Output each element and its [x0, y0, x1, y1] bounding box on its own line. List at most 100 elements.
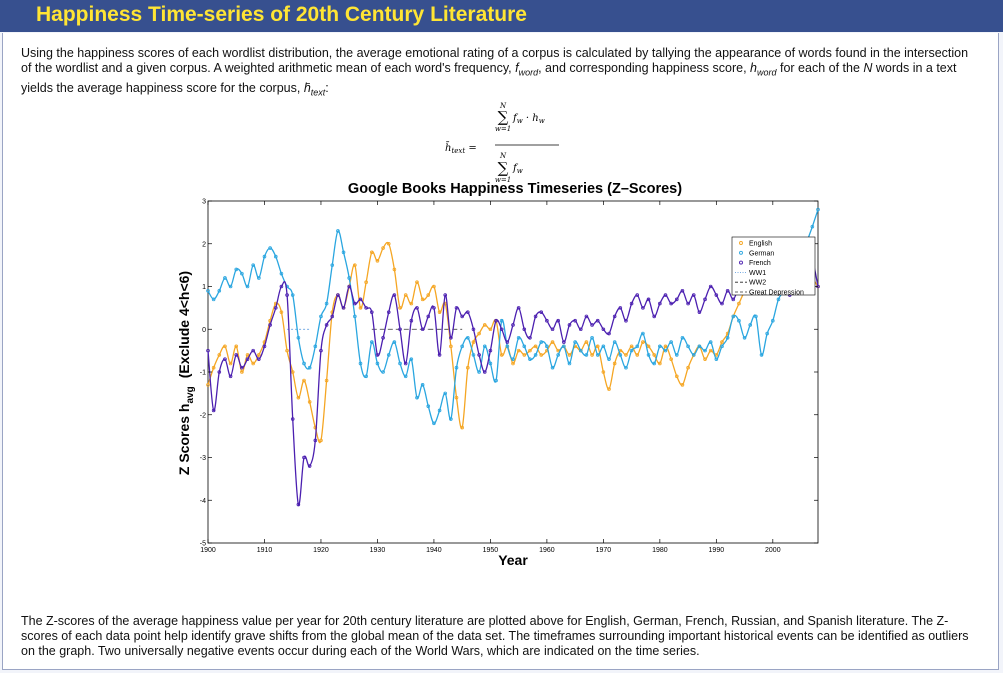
data-point-english: [285, 348, 289, 353]
data-point-german: [697, 344, 702, 349]
data-point-german: [466, 335, 470, 340]
data-point-english: [703, 357, 707, 361]
data-point-german: [223, 276, 227, 280]
data-point-french: [562, 340, 566, 344]
data-point-german: [369, 340, 374, 344]
data-point-german: [358, 361, 363, 366]
data-point-german: [539, 340, 544, 344]
data-point-german: [737, 318, 741, 323]
data-point-german: [330, 263, 335, 267]
data-point-german: [245, 284, 250, 289]
legend-label: Great Depression: [749, 290, 804, 297]
data-point-english: [635, 353, 640, 357]
data-point-german: [273, 254, 278, 259]
data-point-english: [206, 383, 210, 387]
data-point-german: [262, 254, 267, 259]
data-point-french: [528, 335, 532, 340]
data-point-french: [646, 297, 651, 302]
data-point-english: [223, 344, 227, 349]
data-point-english: [228, 361, 233, 366]
data-point-german: [595, 353, 600, 357]
content-card: Using the happiness scores of each wordl…: [2, 33, 999, 670]
data-point-german: [816, 207, 820, 212]
data-point-french: [511, 323, 515, 327]
series-line-french: [207, 259, 819, 506]
data-point-english: [595, 344, 600, 349]
data-point-german: [353, 314, 357, 319]
data-point-english: [533, 344, 538, 349]
x-tick-label: 1940: [426, 547, 442, 554]
data-point-english: [737, 301, 741, 306]
y-axis-label-sub: avg: [185, 386, 196, 403]
data-point-french: [273, 306, 278, 310]
data-point-german: [240, 271, 244, 276]
data-point-german: [674, 353, 679, 357]
data-point-german: [426, 404, 431, 409]
intro-paragraph: Using the happiness scores of each wordl…: [21, 46, 981, 100]
data-point-german: [607, 357, 611, 361]
data-point-english: [680, 383, 685, 387]
plot-frame: [207, 200, 819, 544]
data-point-english: [217, 353, 222, 357]
data-point-german: [313, 344, 318, 349]
data-point-french: [347, 284, 352, 289]
data-point-french: [567, 323, 572, 327]
data-point-english: [296, 395, 301, 400]
data-point-english: [302, 378, 306, 383]
data-point-german: [629, 348, 634, 353]
data-point-german: [663, 348, 668, 353]
data-point-english: [369, 250, 374, 255]
data-point-german: [759, 353, 764, 357]
data-point-english: [386, 241, 391, 246]
data-point-german: [691, 353, 696, 357]
data-point-english: [211, 365, 216, 370]
data-point-german: [731, 314, 736, 319]
data-point-english: [522, 353, 527, 357]
data-point-english: [454, 395, 459, 400]
data-point-english: [398, 306, 402, 310]
data-point-english: [460, 425, 464, 430]
sum-top-den: N: [499, 152, 507, 160]
sum-sign-num: ∑: [498, 108, 509, 126]
data-point-french: [392, 293, 397, 297]
data-point-french: [590, 323, 594, 327]
intro-text-5: :: [325, 80, 329, 95]
data-point-french: [279, 284, 284, 289]
data-point-french: [686, 301, 690, 306]
formula-denominator: fw: [512, 163, 523, 175]
data-point-english: [471, 340, 476, 344]
data-point-english: [516, 348, 521, 353]
data-point-english: [511, 361, 515, 366]
data-point-english: [358, 306, 363, 310]
x-tick-label: 1920: [313, 547, 329, 554]
data-point-french: [725, 288, 730, 293]
data-point-french: [708, 284, 713, 289]
chart-ticks: 1900 1910 1920 1930 1940 1950 1960 1970 1980 1990…: [200, 199, 818, 554]
data-point-french: [499, 327, 504, 332]
data-point-french: [364, 306, 368, 310]
data-point-french: [635, 293, 640, 297]
data-point-german: [234, 267, 239, 272]
data-point-french: [398, 327, 402, 332]
data-point-german: [708, 340, 713, 344]
data-point-french: [545, 318, 549, 323]
data-point-french: [601, 327, 606, 332]
data-point-german: [703, 348, 707, 353]
data-point-english: [420, 297, 425, 302]
data-point-french: [409, 318, 414, 323]
data-point-french: [624, 318, 628, 323]
data-point-french: [262, 344, 267, 349]
y-tick-label: 1: [202, 284, 206, 291]
data-point-french: [432, 306, 436, 310]
data-point-german: [550, 365, 555, 370]
data-point-french: [290, 417, 295, 421]
weighted-mean-formula: h̄text = N ∑ w=1 fw · hw N ∑ w=1 fw: [445, 102, 559, 184]
data-point-french: [257, 357, 261, 361]
data-point-french: [358, 297, 363, 302]
data-point-english: [646, 344, 651, 349]
data-point-french: [482, 370, 487, 374]
data-point-english: [652, 353, 657, 357]
data-point-german: [742, 335, 747, 340]
chart-legend: English German French WW1 WW2 Great Depressio…: [731, 236, 816, 297]
data-point-german: [302, 361, 306, 366]
